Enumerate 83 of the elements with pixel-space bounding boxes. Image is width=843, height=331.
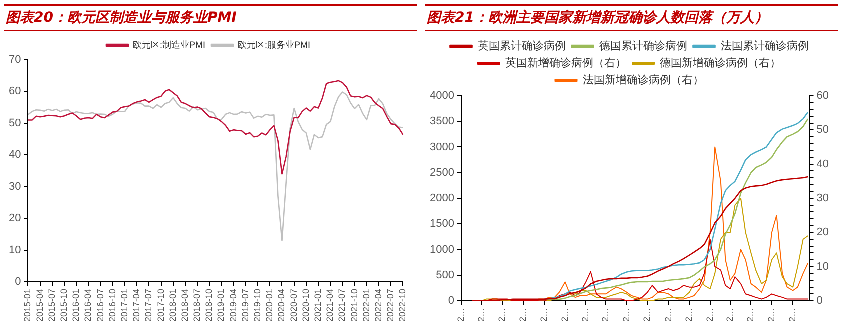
x-tick-label: 2021-01 — [313, 288, 324, 322]
x-tick-label: 2017-10 — [156, 288, 166, 322]
x-tick-label: 2018-04 — [180, 288, 190, 322]
y-tick-label: 30 — [8, 180, 22, 193]
x-tick-label: 2022-07 — [386, 288, 396, 322]
chart-title: 图表21：欧洲主要国家新增新冠确诊人数回落（万人） — [425, 4, 838, 31]
y-tick-label: 20 — [8, 212, 22, 225]
x-tick-label: 2022-10 — [398, 288, 408, 322]
y2-tick-label: 20 — [816, 226, 830, 239]
legend-label: 英国累计确诊病例 — [478, 40, 566, 53]
x-tick-label: 2021-07 — [337, 288, 348, 322]
y2-tick-label: 0 — [816, 295, 823, 308]
x-tick-label: 2022-04 — [373, 288, 384, 322]
x-tick-label: 2018-10 — [204, 288, 214, 322]
x-tick-label: 2… — [560, 308, 570, 322]
x-tick-label: 2… — [476, 308, 486, 322]
x-tick-label: 2… — [788, 308, 798, 322]
x-tick-label: 2016-07 — [95, 288, 106, 322]
x-tick-label: 2020-07 — [288, 288, 299, 322]
x-tick-label: 2… — [621, 308, 632, 322]
x-tick-label: 2016-10 — [107, 288, 118, 322]
x-tick-label: 2021-04 — [325, 288, 336, 322]
x-tick-label: 2019-10 — [252, 288, 263, 322]
x-tick-label: 2015-01 — [22, 288, 33, 322]
x-tick-label: 2… — [663, 308, 674, 322]
x-tick-label: 2015-04 — [34, 288, 45, 322]
y-tick-label: 60 — [8, 86, 22, 98]
y-tick-label: 10 — [8, 244, 22, 256]
x-tick-label: 2… — [746, 308, 756, 322]
x-tick-label: 2… — [456, 308, 466, 322]
x-tick-label: 2… — [724, 308, 735, 322]
x-tick-label: 2… — [539, 308, 550, 322]
y-tick-label: 0 — [448, 295, 454, 308]
y-tick-label: 2500 — [430, 166, 454, 179]
x-tick-label: 2017-01 — [119, 288, 130, 322]
x-tick-label: 2017-04 — [132, 288, 142, 322]
x-tick-label: 2017-07 — [144, 288, 154, 322]
x-tick-label: 2018-07 — [192, 288, 202, 322]
y-tick-label: 3000 — [430, 141, 454, 154]
x-tick-label: 2019-01 — [216, 288, 226, 322]
legend-label: 法国累计确诊病例 — [720, 40, 809, 53]
x-tick-label: 2016-04 — [83, 288, 94, 322]
y-tick-label: 4000 — [430, 90, 454, 102]
x-tick-label: 2019-07 — [240, 288, 250, 322]
y2-tick-label: 30 — [816, 192, 830, 205]
x-tick-label: 2022-01 — [361, 288, 372, 322]
legend-label: 欧元区:服务业PMI — [238, 40, 311, 50]
y-tick-label: 70 — [8, 54, 22, 66]
x-tick-label: 2021-10 — [349, 288, 360, 322]
y-tick-label: 40 — [8, 149, 22, 162]
chart-title: 图表20：欧元区制造业与服务业PMI — [4, 4, 417, 31]
x-tick-label: 2015-10 — [59, 288, 70, 322]
x-tick-label: 2… — [642, 308, 652, 322]
y-tick-label: 3500 — [430, 116, 454, 128]
legend-label: 法国新增确诊病例（右） — [582, 74, 704, 87]
x-tick-label: 2019-04 — [228, 288, 238, 322]
y-tick-label: 2000 — [430, 192, 454, 205]
x-tick-label: 2… — [600, 308, 611, 322]
x-tick-label: 2… — [704, 308, 715, 322]
x-tick-label: 2… — [766, 308, 776, 322]
x-tick-label: 2… — [580, 308, 591, 322]
legend-label: 德国新增确诊病例（右） — [660, 56, 781, 70]
y-tick-label: 50 — [8, 117, 22, 130]
x-tick-label: 2… — [497, 308, 508, 322]
y-tick-label: 1000 — [430, 244, 454, 256]
y2-tick-label: 10 — [816, 260, 830, 273]
x-tick-label: 2… — [518, 308, 528, 322]
legend-label: 德国累计确诊病例 — [599, 40, 688, 53]
x-tick-label: 2020-01 — [264, 288, 275, 322]
y-tick-label: 1500 — [430, 218, 454, 230]
legend-label: 欧元区:制造业PMI — [133, 40, 206, 50]
x-tick-label: 2016-01 — [71, 288, 82, 322]
x-tick-label: 2018-01 — [168, 288, 178, 322]
x-tick-label: 2015-07 — [46, 288, 57, 322]
y-tick-label: 0 — [15, 276, 22, 288]
y2-tick-label: 40 — [816, 158, 830, 170]
x-tick-label: 2… — [684, 308, 694, 322]
x-tick-label: 2020-10 — [300, 288, 311, 322]
x-tick-label: 2020-04 — [276, 288, 287, 322]
y2-tick-label: 60 — [816, 90, 830, 102]
y-tick-label: 500 — [436, 269, 454, 282]
y2-tick-label: 50 — [816, 124, 830, 136]
legend-label: 英国新增确诊病例（右） — [506, 56, 626, 70]
